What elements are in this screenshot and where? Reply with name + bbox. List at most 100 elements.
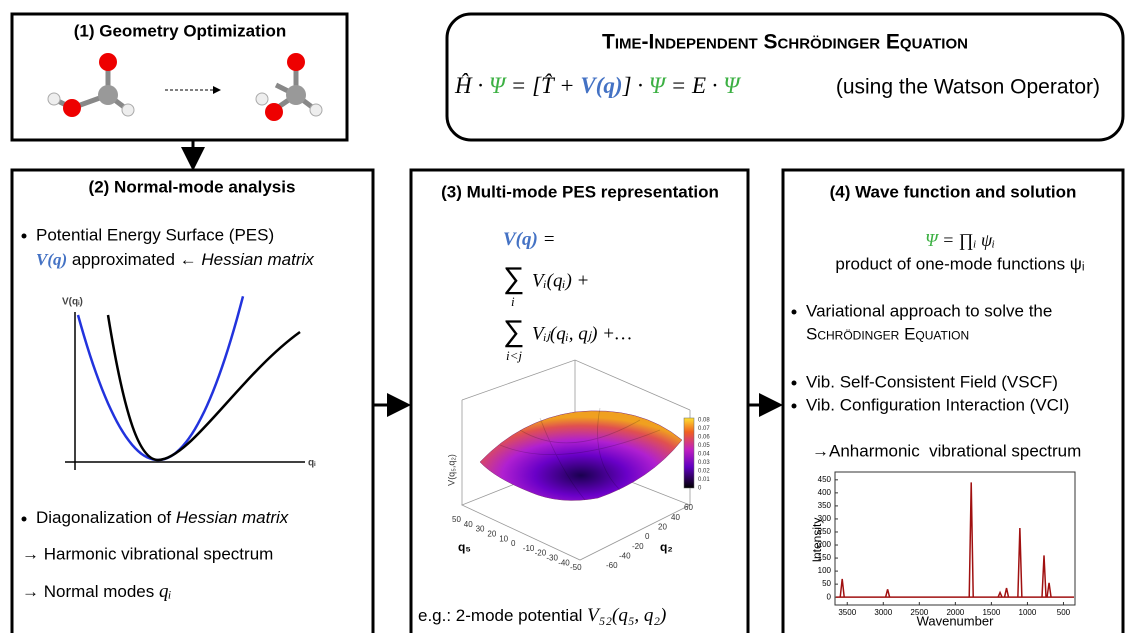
pes-line: V(q) approximated ← Hessian matrix	[36, 250, 314, 270]
spectrum: 0501001502002503003504004503500300025002…	[818, 475, 1074, 617]
diagonalization: Diagonalization of Hessian matrix	[36, 508, 289, 527]
pes-text: approximated ←	[67, 250, 201, 269]
geometry-title: (1) Geometry Optimization	[74, 21, 287, 40]
diag-text: Diagonalization of	[36, 508, 176, 527]
normal-mode-title: (2) Normal-mode analysis	[89, 177, 296, 196]
modes-symbol: qᵢ	[159, 581, 172, 602]
y-tick-label: 100	[818, 566, 832, 575]
plot-y-label: V(qᵢ)	[62, 297, 83, 308]
potential: V(q)	[36, 250, 67, 269]
colorbar-tick: 0.08	[698, 418, 710, 424]
harmonic-spectrum: → Harmonic vibrational spectrum	[22, 544, 273, 563]
sum-term: Vᵢⱼ(qᵢ, qⱼ) +…	[532, 323, 632, 344]
product-text: product of one-mode functions ψᵢ	[835, 254, 1084, 273]
variational-cont: Schrödinger Equation	[806, 324, 969, 343]
decoration	[48, 93, 60, 105]
multimode-title: (3) Multi-mode PES representation	[441, 182, 719, 201]
surface-x-tick: 0	[511, 539, 516, 548]
surface-x-tick: 30	[476, 525, 485, 534]
decoration	[63, 99, 81, 117]
spectrum-peak	[969, 482, 973, 597]
example: e.g.: 2-mode potential V₅₂(q₅, q₂)	[418, 605, 666, 626]
harmonic-curve	[78, 296, 243, 460]
colorbar-tick: 0.07	[698, 426, 710, 432]
surface-x-tick: -50	[570, 563, 582, 572]
surface-x-label: q₅	[458, 540, 471, 554]
equation-title: Time-Independent Schrödinger Equation	[602, 31, 968, 54]
molecule-start	[48, 53, 134, 117]
surface-x-tick: -10	[523, 544, 535, 553]
decoration	[256, 93, 268, 105]
formula-part: ] ·	[622, 73, 649, 98]
spectrum-peak	[886, 589, 890, 597]
spectrum-peak	[1005, 588, 1009, 597]
colorbar-tick: 0.05	[698, 443, 710, 449]
surface-z-label: V(q₅,q₂)	[446, 454, 456, 486]
decoration	[462, 360, 690, 410]
normal-modes: → Normal modes qᵢ	[22, 581, 172, 602]
spectrum-peak	[1042, 555, 1046, 597]
y-tick-label: 300	[818, 514, 832, 523]
colorbar-tick: 0.02	[698, 469, 710, 475]
formula-part: = E ·	[665, 73, 723, 98]
surface-x-tick: -30	[546, 554, 558, 563]
sum-index: i<j	[506, 348, 522, 363]
hessian: Hessian matrix	[176, 508, 289, 527]
hessian: Hessian matrix	[201, 250, 314, 269]
example-text: e.g.: 2-mode potential	[418, 606, 587, 625]
sum-index: i	[511, 294, 515, 309]
surface-y-tick: 40	[671, 513, 680, 522]
y-tick-label: 450	[818, 475, 832, 484]
solution-title: (4) Wave function and solution	[830, 182, 1077, 201]
surface-y-tick: -40	[619, 551, 631, 560]
surface-y-tick: 0	[645, 532, 650, 541]
decoration	[286, 85, 306, 105]
bullet	[792, 381, 797, 386]
pes-lhs: V(q) =	[503, 229, 555, 250]
modes-text: → Normal modes	[22, 582, 159, 601]
decoration	[684, 418, 694, 488]
decoration	[98, 85, 118, 105]
colorbar-tick: 0.03	[698, 460, 710, 466]
surface-x-tick: 20	[487, 530, 496, 539]
equation-note: (using the Watson Operator)	[836, 76, 1100, 99]
x-tick-label: 3500	[838, 608, 856, 617]
x-tick-label: 3000	[874, 608, 892, 617]
formula-part: = [T̂ +	[505, 73, 580, 99]
example-potential: V₅₂(q₅, q₂)	[587, 605, 666, 626]
pes-bullet: Potential Energy Surface (PES)	[36, 225, 274, 244]
psi-formula: Ψ = ∏ᵢ ψᵢ	[925, 230, 995, 250]
colorbar-tick: 0.04	[698, 452, 710, 458]
y-tick-label: 250	[818, 527, 832, 536]
spectrum-frame	[835, 472, 1075, 605]
bullet	[22, 517, 27, 522]
y-tick-label: 350	[818, 501, 832, 510]
surface-y-label: q₂	[660, 540, 673, 554]
bullet	[22, 234, 27, 239]
surface-x-tick: -40	[558, 558, 570, 567]
equals: =	[538, 229, 556, 250]
formula-psi: Ψ	[723, 73, 741, 98]
molecule-end	[256, 53, 322, 121]
colorbar-tick: 0.06	[698, 435, 710, 441]
x-tick-label: 1500	[982, 608, 1000, 617]
x-tick-label: 1000	[1019, 608, 1037, 617]
decoration	[265, 103, 283, 121]
sum-term: Vᵢ(qᵢ) +	[532, 270, 589, 291]
potential: V(q)	[503, 229, 538, 250]
y-tick-label: 0	[827, 592, 832, 601]
surface-x-tick: -20	[535, 549, 547, 558]
x-tick-label: 2000	[946, 608, 964, 617]
surface-y-tick: 20	[658, 522, 667, 531]
y-tick-label: 50	[822, 579, 831, 588]
x-tick-label: 2500	[910, 608, 928, 617]
spectrum-peak	[840, 579, 844, 597]
bullet	[792, 310, 797, 315]
vscf: Vib. Self-Consistent Field (VSCF)	[806, 372, 1058, 391]
formula-potential: V(q)	[580, 73, 622, 98]
variational: Variational approach to solve the	[806, 301, 1052, 320]
colorbar-tick: 0	[698, 486, 702, 492]
decoration	[310, 104, 322, 116]
surface-x-tick: 10	[499, 534, 508, 543]
decoration	[122, 104, 134, 116]
